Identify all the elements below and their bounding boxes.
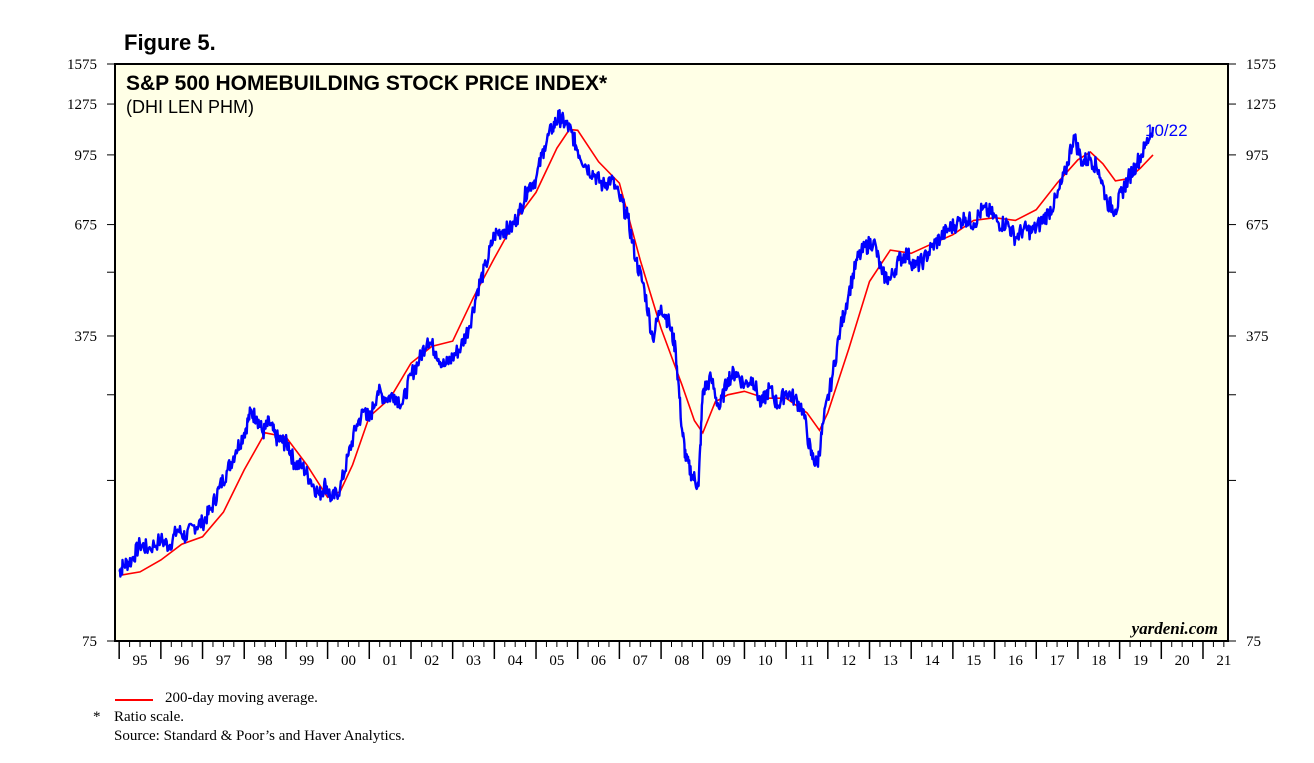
y-tick-label-left: 975 — [75, 148, 98, 164]
x-tick-label: 10 — [758, 653, 773, 669]
note-asterisk: * — [93, 709, 101, 725]
legend-entry-moving-average: 200-day moving average. — [165, 690, 318, 706]
x-tick-label: 06 — [591, 653, 607, 669]
x-tick-label: 04 — [508, 653, 524, 669]
x-tick-label: 11 — [800, 653, 814, 669]
plot-frame — [114, 63, 1229, 642]
x-tick-label: 05 — [549, 653, 564, 669]
x-tick-label: 98 — [258, 653, 273, 669]
y-axis-left: 1575 1275 975 675 375 75 — [67, 57, 115, 650]
x-tick-label: 09 — [716, 653, 731, 669]
x-tick-label: 17 — [1050, 653, 1066, 669]
y-tick-label-right: 675 — [1246, 218, 1269, 234]
x-tick-label: 07 — [633, 653, 649, 669]
x-tick-label: 00 — [341, 653, 356, 669]
x-tick-label: 16 — [1008, 653, 1024, 669]
x-tick-label: 20 — [1175, 653, 1190, 669]
x-tick-label: 95 — [133, 653, 148, 669]
y-tick-label-left: 1575 — [67, 57, 97, 73]
x-tick-label: 99 — [299, 653, 314, 669]
plot-area — [115, 64, 1228, 641]
series-index-line — [118, 109, 1155, 578]
y-tick-label-right: 375 — [1246, 329, 1269, 345]
x-tick-label: 96 — [174, 653, 190, 669]
y-tick-label-left: 675 — [75, 218, 98, 234]
x-tick-label: 01 — [383, 653, 398, 669]
y-tick-label-left: 375 — [75, 329, 98, 345]
x-tick-label: 08 — [674, 653, 689, 669]
x-tick-label: 02 — [424, 653, 439, 669]
y-tick-label-left: 1275 — [67, 97, 97, 113]
watermark: yardeni.com — [1130, 619, 1218, 638]
x-tick-label: 19 — [1133, 653, 1148, 669]
y-tick-label-right: 1575 — [1246, 57, 1276, 73]
last-point-label: 10/22 — [1145, 121, 1188, 140]
y-axis-right: 1575 1275 975 675 375 75 — [1228, 57, 1276, 650]
figure-label: Figure 5. — [124, 30, 216, 55]
chart-title: S&P 500 HOMEBUILDING STOCK PRICE INDEX* — [126, 72, 608, 95]
x-axis: 95 96 97 98 99 00 01 02 03 04 05 06 07 08 09 10 11 12 13 14… — [118, 641, 1231, 669]
legend-line-swatch — [115, 699, 153, 701]
x-tick-label: 13 — [883, 653, 898, 669]
x-tick-label: 18 — [1091, 653, 1106, 669]
x-tick-label: 21 — [1216, 653, 1231, 669]
x-tick-label: 12 — [841, 653, 856, 669]
y-tick-label-right: 75 — [1246, 634, 1261, 650]
y-tick-label-left: 75 — [82, 634, 97, 650]
note-source: Source: Standard & Poor’s and Haver Anal… — [114, 728, 405, 744]
x-tick-label: 15 — [966, 653, 981, 669]
y-tick-label-right: 1275 — [1246, 97, 1276, 113]
x-tick-label: 97 — [216, 653, 232, 669]
chart-subtitle: (DHI LEN PHM) — [126, 97, 254, 117]
note-ratio-scale: Ratio scale. — [114, 709, 184, 725]
y-tick-label-right: 975 — [1246, 148, 1269, 164]
x-tick-label: 03 — [466, 653, 481, 669]
x-tick-label: 14 — [925, 653, 941, 669]
